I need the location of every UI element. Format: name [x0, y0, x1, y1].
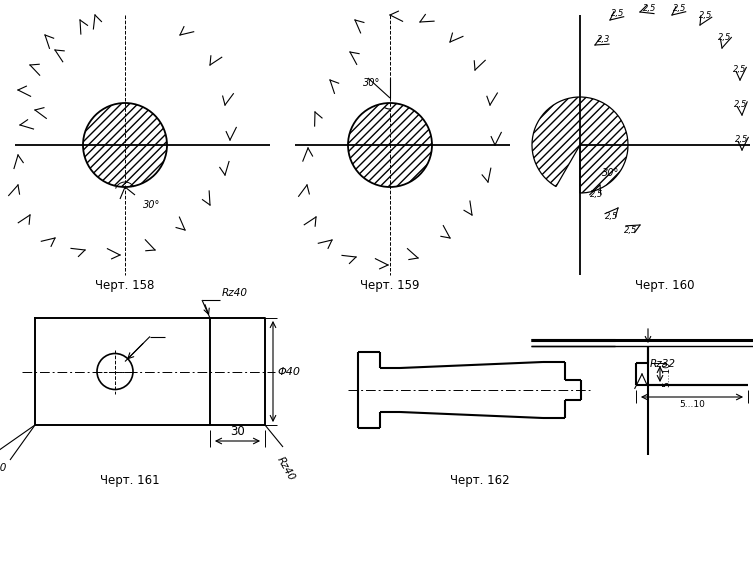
Text: 2,5: 2,5: [733, 65, 747, 74]
Text: Rz32: Rz32: [650, 359, 676, 369]
Text: 2,5: 2,5: [736, 135, 748, 144]
Text: 2,5: 2,5: [673, 4, 687, 13]
Text: 2,5: 2,5: [734, 100, 748, 109]
Text: Черт. 158: Черт. 158: [96, 278, 154, 292]
Text: Rz40: Rz40: [222, 288, 248, 298]
Text: 2,5: 2,5: [699, 11, 712, 20]
Text: 2,5: 2,5: [590, 190, 603, 199]
Text: Черт. 162: Черт. 162: [450, 473, 510, 486]
Text: Черт. 161: Черт. 161: [100, 473, 160, 486]
Text: Φ80: Φ80: [0, 463, 7, 473]
Text: 5...10: 5...10: [662, 361, 671, 387]
Text: 30°: 30°: [602, 168, 620, 178]
Text: 2,5: 2,5: [611, 9, 625, 18]
Text: 30°: 30°: [363, 78, 381, 88]
Text: 2,5: 2,5: [643, 4, 657, 13]
Text: 30: 30: [230, 425, 245, 438]
Text: 2,3: 2,3: [597, 35, 611, 44]
Text: Rz40: Rz40: [275, 455, 297, 482]
Text: Черт. 159: Черт. 159: [360, 278, 419, 292]
Text: 2,5: 2,5: [624, 226, 638, 234]
Circle shape: [83, 103, 167, 187]
Text: Черт. 160: Черт. 160: [636, 278, 695, 292]
Circle shape: [97, 353, 133, 389]
Wedge shape: [532, 97, 628, 193]
Text: Φ40: Φ40: [277, 366, 300, 376]
Circle shape: [348, 103, 432, 187]
Text: 2,5: 2,5: [718, 33, 731, 43]
Text: 30°: 30°: [143, 200, 160, 210]
Text: 5...10: 5...10: [679, 400, 705, 409]
Text: 2,5: 2,5: [605, 211, 618, 220]
